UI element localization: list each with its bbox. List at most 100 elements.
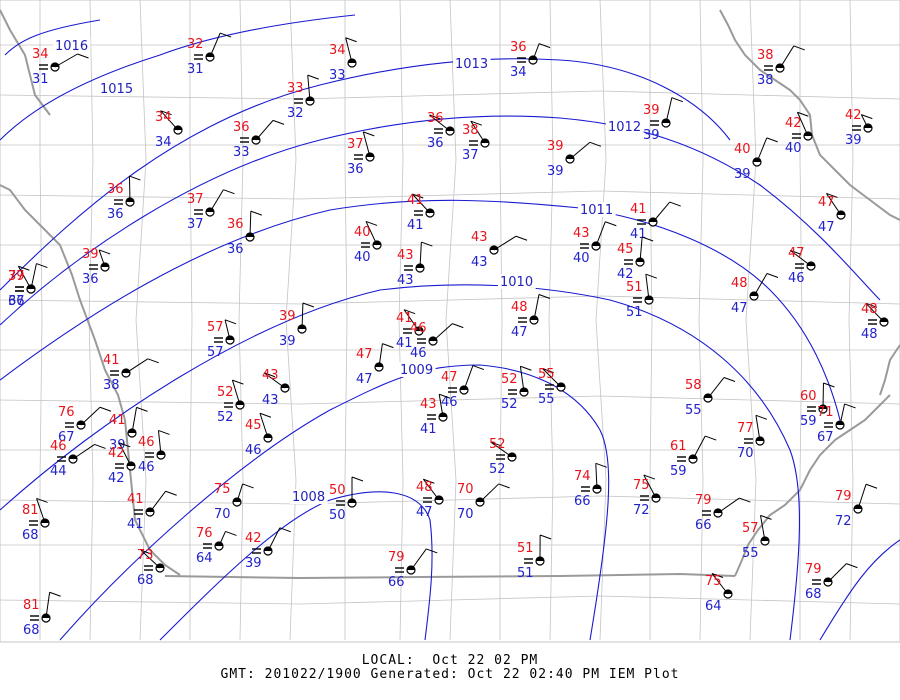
- station-plot: 43 43: [397, 241, 433, 288]
- station-dewpoint: 41: [396, 336, 413, 351]
- station-temperature: 46: [138, 435, 155, 450]
- wind-barb: [479, 483, 500, 503]
- station-temperature: 79: [805, 562, 822, 577]
- station-temperature: 75: [633, 478, 650, 493]
- wind-barb-flag: [542, 368, 554, 374]
- wind-barb-flag: [429, 114, 441, 120]
- county-boundaries: [0, 0, 900, 643]
- wind-barb: [307, 75, 311, 102]
- station-temperature: 52: [489, 437, 506, 452]
- wind-barb: [45, 592, 51, 619]
- station-temperature: 45: [617, 242, 634, 257]
- isobar-label: 1010: [500, 275, 533, 290]
- wind-barb-flag: [865, 302, 878, 308]
- station-plot: 48 47: [511, 294, 551, 340]
- station-dewpoint: 47: [731, 301, 748, 316]
- wind-barb: [860, 114, 869, 129]
- station-temperature: 74: [574, 469, 591, 484]
- station-temperature: 58: [685, 378, 702, 393]
- station-plot: 41 39: [109, 406, 148, 453]
- wind-barb-flag: [490, 441, 502, 447]
- station-temperature: 34: [329, 43, 346, 58]
- wind-barb: [263, 372, 286, 389]
- wind-barb: [432, 323, 453, 342]
- station-dewpoint: 41: [420, 422, 437, 437]
- wind-barb: [209, 32, 221, 58]
- wind-barb-flag: [645, 273, 658, 279]
- station-temperature: 79: [695, 493, 712, 508]
- station-temperature: 47: [788, 246, 805, 261]
- station-plot: 36 34: [510, 40, 551, 80]
- wind-barb: [267, 527, 281, 552]
- wind-barb-flag: [147, 358, 159, 364]
- wind-barb: [569, 141, 591, 160]
- station-plot: 36 33: [233, 119, 285, 160]
- station-dewpoint: 36: [347, 162, 364, 177]
- station-dewpoint: 39: [734, 167, 751, 182]
- station-temperature: 52: [217, 385, 234, 400]
- wind-barb: [259, 413, 269, 439]
- wind-barb-flag: [158, 429, 170, 435]
- station-dewpoint: 55: [685, 403, 702, 418]
- station-temperature: 42: [785, 116, 802, 131]
- sky-cover-fill: [429, 337, 437, 341]
- station-temperature: 51: [626, 280, 643, 295]
- station-temperature: 47: [356, 347, 373, 362]
- station-plot: 39 39: [547, 139, 602, 179]
- wind-barb: [410, 548, 427, 571]
- station-temperature: 46: [50, 439, 67, 454]
- station-temperature: 40: [734, 142, 751, 157]
- station-plot: 36 36: [107, 175, 141, 222]
- wind-barb-flag: [403, 309, 416, 315]
- wind-barb: [301, 302, 304, 330]
- wind-barb-flag: [36, 263, 48, 269]
- station-temperature: 41: [407, 193, 424, 208]
- station-dewpoint: 34: [155, 135, 172, 150]
- station-plot: 41 41: [396, 309, 424, 351]
- station-dewpoint: 43: [397, 273, 414, 288]
- station-plot: 38 37: [462, 120, 490, 163]
- station-plot: 41 41: [630, 201, 681, 242]
- station-plot: 61 59: [670, 435, 717, 479]
- wind-barb-flag: [18, 265, 30, 271]
- station-temperature: 48: [731, 276, 748, 291]
- wind-barb-flag: [232, 379, 244, 385]
- station-temperature: 46: [410, 321, 427, 336]
- wind-barb: [255, 120, 274, 141]
- station-dewpoint: 31: [32, 72, 49, 87]
- station-dewpoint: 46: [245, 443, 262, 458]
- wind-barb: [140, 549, 161, 569]
- wind-barb-flag: [760, 514, 772, 520]
- station-dewpoint: 68: [805, 587, 822, 602]
- wind-barb: [652, 201, 671, 223]
- station-dewpoint: 37: [462, 148, 479, 163]
- station-dewpoint: 41: [127, 517, 144, 532]
- wind-barb-flag: [426, 548, 438, 554]
- station-plot: 76 67: [58, 405, 112, 445]
- station-temperature: 41: [630, 202, 647, 217]
- station-plot: 70 70: [457, 482, 510, 522]
- station-temperature: 76: [196, 526, 213, 541]
- station-temperature: 73: [137, 548, 154, 563]
- wind-barb: [645, 274, 650, 301]
- wind-barb: [125, 358, 149, 374]
- station-plot: 40 39: [734, 137, 778, 182]
- station-plot: 36 36: [227, 210, 262, 257]
- wind-barb: [157, 430, 162, 456]
- station-plot: 37 37: [187, 189, 235, 232]
- station-dewpoint: 52: [217, 410, 234, 425]
- wind-barb-flag: [846, 563, 858, 569]
- station-dewpoint: 47: [818, 220, 835, 235]
- station-temperature: 75: [705, 574, 722, 589]
- station-dewpoint: 46: [410, 346, 427, 361]
- wind-barb-flag: [669, 201, 681, 207]
- station-temperature: 57: [207, 320, 224, 335]
- station-temperature: 36: [227, 217, 244, 232]
- wind-barb-flag: [223, 189, 235, 195]
- station-plot: 75 70: [214, 482, 254, 522]
- wind-barb: [411, 193, 431, 214]
- station-temperature: 42: [108, 446, 125, 461]
- wind-barb-flag: [302, 302, 315, 308]
- sky-cover-fill: [373, 241, 381, 245]
- wind-barb: [756, 137, 768, 163]
